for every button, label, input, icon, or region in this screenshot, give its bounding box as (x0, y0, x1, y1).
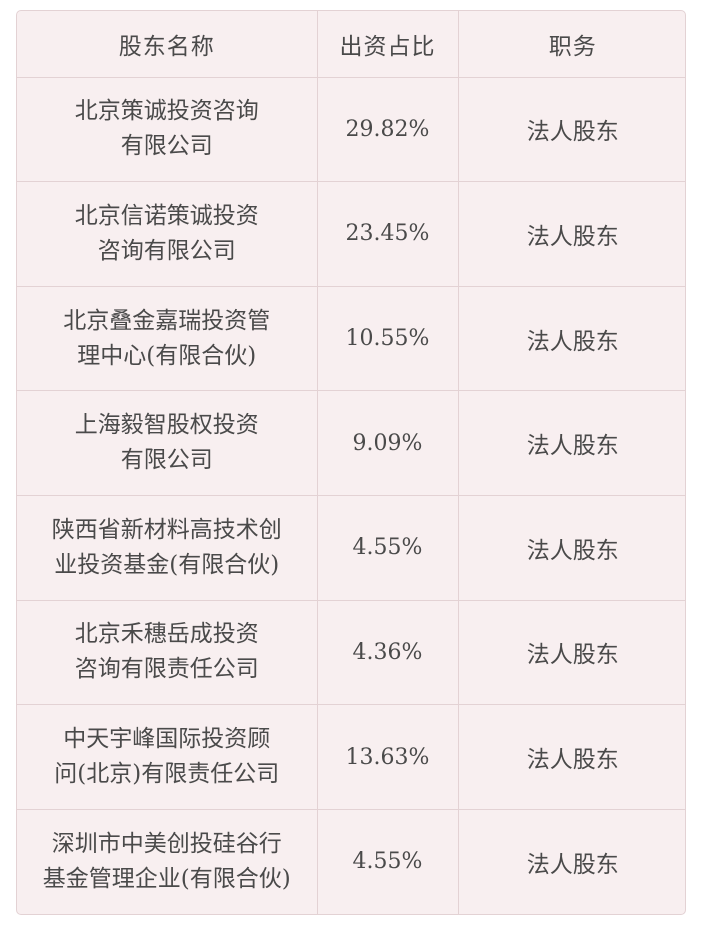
table-header-row: 股东名称 出资占比 职务 (17, 11, 685, 78)
role-cell: 法人股东 (458, 704, 685, 810)
shareholder-name-line: 陕西省新材料高技术创 (51, 516, 282, 543)
header-role: 职务 (458, 11, 685, 78)
role-cell: 法人股东 (458, 77, 685, 183)
shareholder-name-cell: 北京禾穗岳成投资 咨询有限责任公司 (17, 600, 318, 706)
shareholder-name-line: 有限公司 (120, 447, 213, 474)
shareholder-name-cell: 北京策诚投资咨询 有限公司 (17, 77, 318, 183)
ratio-cell: 29.82% (317, 77, 459, 183)
table-row: 陕西省新材料高技术创 业投资基金(有限合伙) 4.55% 法人股东 (17, 495, 685, 601)
header-ratio: 出资占比 (317, 11, 459, 78)
role-cell: 法人股东 (526, 851, 619, 878)
shareholder-name-cell: 北京叠金嘉瑞投资管 理中心(有限合伙) (17, 286, 318, 392)
shareholder-name-cell: 中天宇峰国际投资顾 问(北京)有限责任公司 (17, 704, 318, 810)
shareholder-name-line: 北京禾穗岳成投资 (74, 621, 259, 648)
shareholder-name-cell: 上海毅智股权投资 有限公司 (17, 390, 318, 496)
shareholder-table: 股东名称 出资占比 职务 北京策诚投资咨询 有限公司 29.82% 法人股东 北… (17, 11, 685, 914)
shareholder-table-container: 股东名称 出资占比 职务 北京策诚投资咨询 有限公司 29.82% 法人股东 北… (16, 10, 686, 915)
shareholder-name-line: 问(北京)有限责任公司 (54, 761, 280, 788)
ratio-cell: 4.55% (317, 809, 459, 914)
shareholder-name-line: 有限公司 (120, 133, 213, 160)
shareholder-name-line: 深圳市中美创投硅谷行 (51, 830, 282, 857)
table-row: 北京策诚投资咨询 有限公司 29.82% 法人股东 (17, 77, 685, 183)
shareholder-name-cell: 陕西省新材料高技术创 业投资基金(有限合伙) (17, 495, 318, 601)
shareholder-name-line: 业投资基金(有限合伙) (54, 551, 280, 578)
table-row: 中天宇峰国际投资顾 问(北京)有限责任公司 13.63% 法人股东 (17, 704, 685, 810)
ratio-cell: 4.36% (317, 600, 459, 706)
table-row: 深圳市中美创投硅谷行 基金管理企业(有限合伙) 4.55% 法人股东 (17, 809, 685, 914)
role-cell: 法人股东 (458, 286, 685, 392)
role-cell: 法人股东 (458, 181, 685, 287)
table-row: 上海毅智股权投资 有限公司 9.09% 法人股东 (17, 390, 685, 496)
shareholder-name-cell: 北京信诺策诚投资 咨询有限公司 (17, 181, 318, 287)
ratio-cell: 13.63% (317, 704, 459, 810)
shareholder-name-line: 基金管理企业(有限合伙) (42, 865, 291, 892)
ratio-cell: 23.45% (317, 181, 459, 287)
table-row: 北京信诺策诚投资 咨询有限公司 23.45% 法人股东 (17, 181, 685, 287)
ratio-cell: 9.09% (317, 390, 459, 496)
role-cell: 法人股东 (458, 495, 685, 601)
shareholder-name-line: 咨询有限公司 (97, 237, 236, 264)
role-cell: 法人股东 (458, 600, 685, 706)
shareholder-name-line: 上海毅智股权投资 (74, 412, 259, 439)
table-row: 北京禾穗岳成投资 咨询有限责任公司 4.36% 法人股东 (17, 600, 685, 706)
shareholder-name-line: 北京叠金嘉瑞投资管 (63, 307, 271, 334)
shareholder-name-line: 理中心(有限合伙) (77, 342, 257, 369)
shareholder-name-line: 北京信诺策诚投资 (74, 202, 259, 229)
role-cell: 法人股东 (458, 390, 685, 496)
table-row: 北京叠金嘉瑞投资管 理中心(有限合伙) 10.55% 法人股东 (17, 286, 685, 392)
shareholder-name-line: 咨询有限责任公司 (74, 656, 259, 683)
shareholder-name-cell: 深圳市中美创投硅谷行 基金管理企业(有限合伙) (17, 809, 318, 914)
header-shareholder-name: 股东名称 (17, 11, 318, 78)
ratio-cell: 4.55% (317, 495, 459, 601)
ratio-cell: 10.55% (317, 286, 459, 392)
shareholder-name-line: 中天宇峰国际投资顾 (63, 726, 271, 753)
shareholder-name-line: 北京策诚投资咨询 (74, 98, 259, 125)
